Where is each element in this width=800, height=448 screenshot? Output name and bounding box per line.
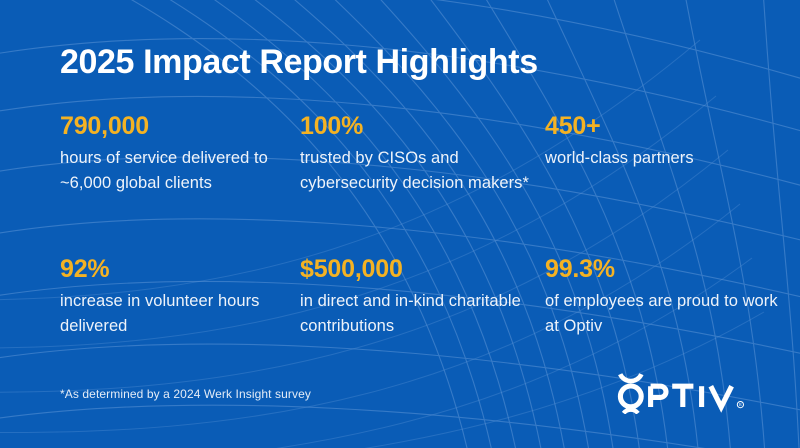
stat-value: $500,000 [300,255,403,283]
optiv-logo: R [604,368,752,414]
stat-label: in direct and in-kind charitable contrib… [300,292,521,336]
stat-value: 450+ [545,112,601,140]
page-title: 2025 Impact Report Highlights [60,43,538,81]
stat-value: 100% [300,112,364,140]
stat-label: increase in volunteer hours delivered [60,292,260,336]
stat-item-charitable-contributions: $500,000 in direct and in-kind charitabl… [300,255,535,339]
stat-item-trusted-by-cisos: 100% trusted by CISOs and cybersecurity … [300,112,535,196]
stats-row: 790,000 hours of service delivered to ~6… [0,112,800,255]
statistics-grid: 790,000 hours of service delivered to ~6… [0,112,800,365]
stat-item-world-class-partners: 450+ world-class partners [545,112,780,171]
svg-text:R: R [739,402,742,407]
stat-label: hours of service delivered to ~6,000 glo… [60,149,268,193]
stat-label: of employees are proud to work at Optiv [545,292,778,336]
stat-item-hours-of-service: 790,000 hours of service delivered to ~6… [60,112,290,196]
stat-value: 790,000 [60,112,149,140]
stat-label: trusted by CISOs and cybersecurity decis… [300,149,529,193]
stat-value: 99.3% [545,255,615,283]
stats-row: 92% increase in volunteer hours delivere… [0,255,800,365]
footnote: *As determined by a 2024 Werk Insight su… [60,387,311,401]
stat-value: 92% [60,255,110,283]
stat-item-volunteer-hours: 92% increase in volunteer hours delivere… [60,255,290,339]
stat-item-employee-pride: 99.3% of employees are proud to work at … [545,255,780,339]
stat-label: world-class partners [545,149,694,167]
